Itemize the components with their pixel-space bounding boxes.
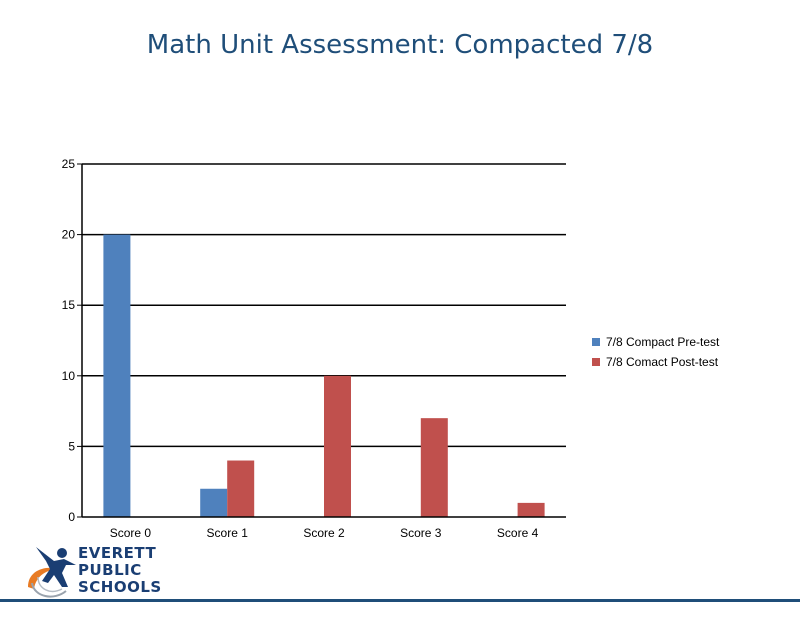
x-tick-label: Score 0 <box>110 526 152 540</box>
logo-line-1: EVERETT <box>78 544 157 562</box>
x-tick-label: Score 1 <box>207 526 249 540</box>
bar-posttest-score-2 <box>324 375 351 517</box>
legend-item-posttest: 7/8 Comact Post-test <box>592 352 719 372</box>
y-tick-label: 10 <box>62 369 76 383</box>
y-tick-label: 20 <box>62 228 76 242</box>
x-tick-label: Score 2 <box>303 526 345 540</box>
y-tick-label: 0 <box>68 510 75 524</box>
legend-swatch-pretest <box>592 338 600 346</box>
bar-posttest-score-1 <box>227 460 255 517</box>
footer-divider <box>0 599 800 602</box>
logo-line-2: PUBLIC <box>78 561 142 579</box>
legend-item-pretest: 7/8 Compact Pre-test <box>592 332 719 352</box>
logo-figure-icon <box>28 547 76 598</box>
bar-posttest-score-3 <box>420 418 448 517</box>
y-tick-label: 25 <box>62 157 76 171</box>
bar-posttest-score-4 <box>517 502 545 517</box>
logo-text: EVERETT PUBLIC SCHOOLS <box>78 545 162 596</box>
legend-swatch-posttest <box>592 358 600 366</box>
bar-pretest-score-1 <box>200 488 228 517</box>
logo-line-3: SCHOOLS <box>78 578 162 596</box>
chart-legend: 7/8 Compact Pre-test 7/8 Comact Post-tes… <box>592 332 719 372</box>
slide-title: Math Unit Assessment: Compacted 7/8 <box>146 30 654 60</box>
legend-label-pretest: 7/8 Compact Pre-test <box>606 335 720 349</box>
legend-label-posttest: 7/8 Comact Post-test <box>606 355 719 369</box>
everett-public-schools-logo: EVERETT PUBLIC SCHOOLS <box>24 543 174 601</box>
x-tick-label: Score 4 <box>497 526 539 540</box>
y-tick-label: 5 <box>68 439 75 453</box>
y-tick-label: 15 <box>62 298 76 312</box>
bar-pretest-score-0 <box>103 234 131 517</box>
x-tick-label: Score 3 <box>400 526 442 540</box>
